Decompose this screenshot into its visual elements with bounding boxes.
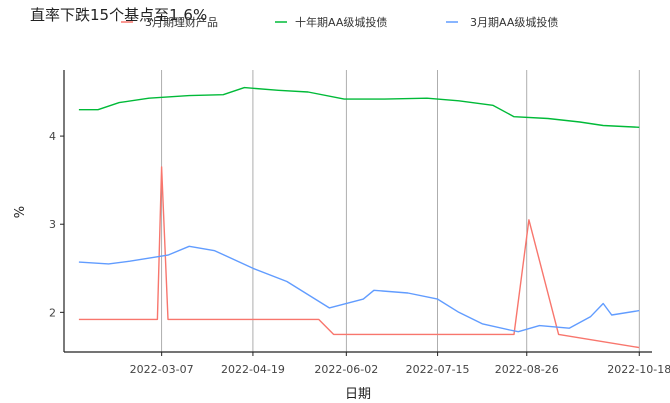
series-line-0 — [78, 166, 640, 349]
y-tick-label: 2 — [49, 306, 56, 319]
x-tick-label: 2022-06-02 — [314, 363, 378, 376]
y-ticks: 2 3 4 — [49, 130, 64, 319]
x-ticks: 2022-03-07 2022-04-19 2022-06-02 2022-07-15… — [130, 352, 670, 376]
legend-label-1: 十年期AA级城投债 — [295, 15, 387, 29]
y-tick-label: 4 — [49, 130, 56, 143]
grid — [161, 70, 640, 352]
x-tick-label: 2022-08-26 — [495, 363, 559, 376]
x-tick-label: 2022-04-19 — [221, 363, 285, 376]
series-layer — [78, 86, 640, 349]
x-tick-label: 2022-03-07 — [130, 363, 194, 376]
legend-label-2: 3月期AA级城投债 — [470, 15, 558, 29]
x-tick-label: 2022-07-15 — [406, 363, 470, 376]
series-line-2 — [78, 245, 640, 333]
y-axis-title: % — [13, 206, 28, 218]
y-tick-label: 3 — [49, 218, 56, 231]
chart-title: 直率下跌15个基点至1.6% — [30, 6, 207, 24]
legend-label-0: 3月期理财产品 — [145, 15, 218, 29]
x-axis-title: 日期 — [345, 387, 371, 402]
legend: 3月期理财产品 十年期AA级城投债 3月期AA级城投债 — [121, 15, 558, 29]
x-tick-label: 2022-10-18 — [607, 363, 670, 376]
series-line-1 — [78, 86, 640, 128]
